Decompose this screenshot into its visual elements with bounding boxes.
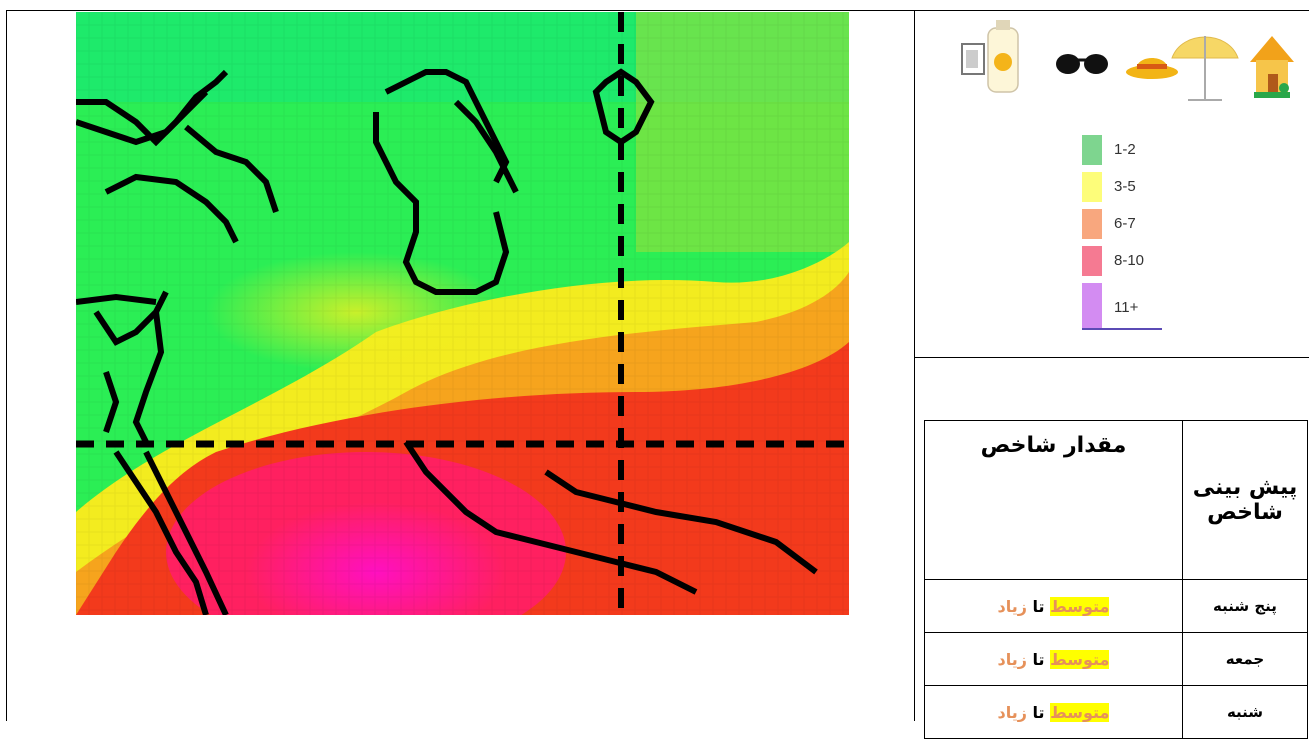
row-day: جمعه (1182, 632, 1308, 686)
legend-swatch (1082, 172, 1102, 202)
header-forecast-day: پیش بینی شاخص (1182, 420, 1308, 580)
uv-safety-icons (960, 18, 1295, 108)
row-value: متوسط تا زیاد (924, 685, 1183, 739)
legend-swatch (1082, 283, 1102, 328)
legend-swatch (1082, 246, 1102, 276)
level-joiner: تا (1032, 702, 1045, 722)
uv-legend: 1-2 3-5 6-7 8-10 11+ (1082, 135, 1192, 335)
table-row: پنج شنبه متوسط تا زیاد (924, 579, 1308, 633)
legend-label: 8-10 (1114, 252, 1145, 269)
level-joiner: تا (1032, 649, 1045, 669)
page-frame (6, 10, 1308, 721)
legend-item: 8-10 (1082, 246, 1192, 276)
right-top-border (914, 10, 1309, 11)
level-high: زیاد (997, 649, 1027, 669)
legend-baseline (1082, 328, 1162, 330)
level-high: زیاد (997, 702, 1027, 722)
legend-label: 1-2 (1114, 141, 1136, 158)
legend-label: 11+ (1114, 299, 1139, 316)
legend-swatch (1082, 135, 1102, 165)
legend-item: 3-5 (1082, 172, 1192, 202)
uv-forecast-table: پیش بینی شاخص مقدار شاخص پنج شنبه متوسط … (924, 420, 1308, 739)
sunscreen-icon (961, 20, 1019, 93)
table-row: شنبه متوسط تا زیاد (924, 685, 1308, 739)
sunglasses-icon (1056, 54, 1108, 74)
row-day: پنج شنبه (1182, 579, 1308, 633)
legend-item: 11+ (1082, 283, 1192, 328)
level-high: زیاد (997, 596, 1027, 616)
level-low: متوسط (1050, 596, 1110, 616)
header-index-value: مقدار شاخص (924, 420, 1183, 580)
house-icon (1250, 36, 1294, 98)
row-value: متوسط تا زیاد (924, 632, 1183, 686)
legend-item: 1-2 (1082, 135, 1192, 165)
row-day: شنبه (1182, 685, 1308, 739)
legend-swatch (1082, 209, 1102, 239)
level-joiner: تا (1032, 596, 1045, 616)
table-row: جمعه متوسط تا زیاد (924, 632, 1308, 686)
table-header-row: پیش بینی شاخص مقدار شاخص (924, 420, 1308, 580)
level-low: متوسط (1050, 702, 1110, 722)
level-low: متوسط (1050, 649, 1110, 669)
column-divider (914, 10, 915, 721)
legend-item: 6-7 (1082, 209, 1192, 239)
uv-index-map (76, 12, 849, 615)
beach-umbrella-icon (1171, 36, 1239, 101)
row-value: متوسط تا زیاد (924, 579, 1183, 633)
right-section-divider (914, 357, 1309, 358)
legend-label: 3-5 (1114, 178, 1136, 195)
sun-hat-icon (1126, 58, 1178, 79)
legend-label: 6-7 (1114, 215, 1136, 232)
